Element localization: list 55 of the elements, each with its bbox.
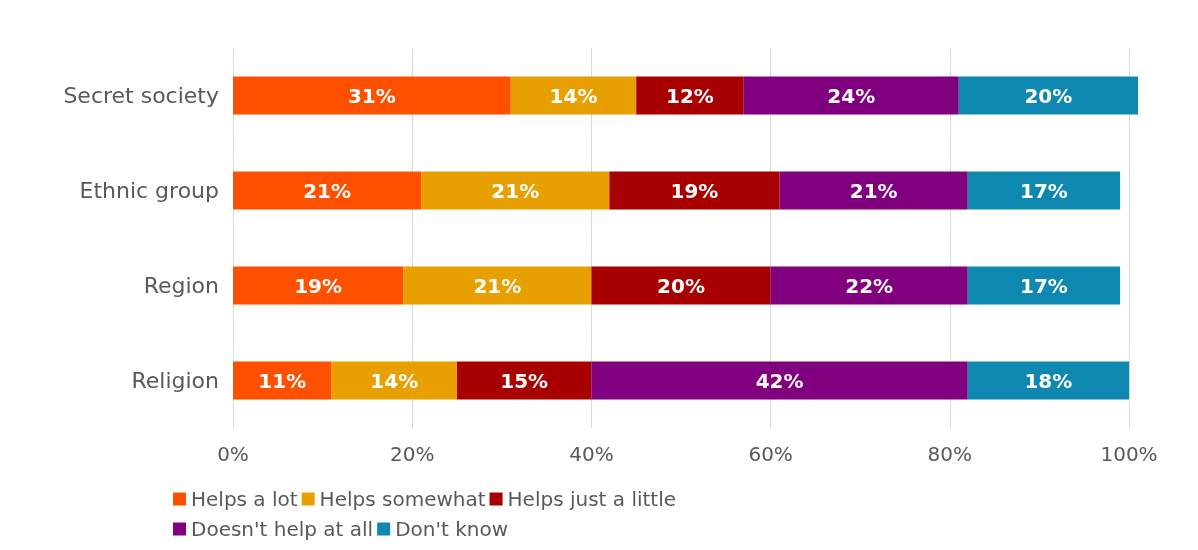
bar xyxy=(233,361,332,400)
bar xyxy=(233,171,422,210)
bar xyxy=(967,171,1121,210)
bar xyxy=(779,171,968,210)
data-label: 11% xyxy=(258,368,307,393)
data-label: 18% xyxy=(1024,368,1073,393)
data-label: 24% xyxy=(827,83,876,108)
legend-label: Don't know xyxy=(395,517,509,541)
bar xyxy=(958,76,1138,115)
y-tick-label: Ethnic group xyxy=(79,178,219,203)
bar xyxy=(591,266,771,305)
data-label: 17% xyxy=(1019,178,1068,203)
y-tick-label: Secret society xyxy=(63,83,219,108)
data-label: 20% xyxy=(1024,83,1073,108)
legend-label: Helps just a little xyxy=(507,487,677,511)
y-tick-label: Region xyxy=(143,273,219,298)
x-tick-label: 100% xyxy=(1100,442,1158,466)
data-label: 22% xyxy=(845,273,894,298)
y-tick-label: Religion xyxy=(131,368,219,393)
bar xyxy=(636,76,744,115)
data-label: 19% xyxy=(670,178,719,203)
x-tick-label: 20% xyxy=(389,442,435,466)
bar xyxy=(331,361,458,400)
bar xyxy=(233,266,404,305)
data-label: 21% xyxy=(491,178,540,203)
bar xyxy=(403,266,592,305)
data-label: 12% xyxy=(666,83,714,108)
bar xyxy=(591,361,968,400)
x-tick-label: 80% xyxy=(927,442,973,466)
data-label: 42% xyxy=(755,368,804,393)
x-tick-label: 0% xyxy=(217,442,249,466)
x-tick-label: 40% xyxy=(569,442,614,466)
data-label: 15% xyxy=(500,368,549,393)
bar xyxy=(967,361,1130,400)
data-label: 21% xyxy=(849,178,898,203)
data-label: 21% xyxy=(473,273,522,298)
bar xyxy=(457,361,592,400)
legend-label: Helps somewhat xyxy=(319,487,486,511)
data-label: 14% xyxy=(370,368,419,393)
data-label: 20% xyxy=(657,273,705,298)
data-label: 19% xyxy=(294,273,343,298)
legend-label: Helps a lot xyxy=(191,487,298,511)
bar xyxy=(510,76,637,115)
data-label: 17% xyxy=(1019,273,1068,298)
bar xyxy=(967,266,1121,305)
x-tick-label: 60% xyxy=(748,442,793,466)
bar xyxy=(609,171,780,210)
data-label: 21% xyxy=(303,178,352,203)
legend-label: Doesn't help at all xyxy=(191,517,374,541)
data-label: 14% xyxy=(549,83,598,108)
bar xyxy=(770,266,968,305)
bar xyxy=(743,76,959,115)
bar xyxy=(233,76,511,115)
data-label: 31% xyxy=(347,83,396,108)
bar xyxy=(421,171,610,210)
